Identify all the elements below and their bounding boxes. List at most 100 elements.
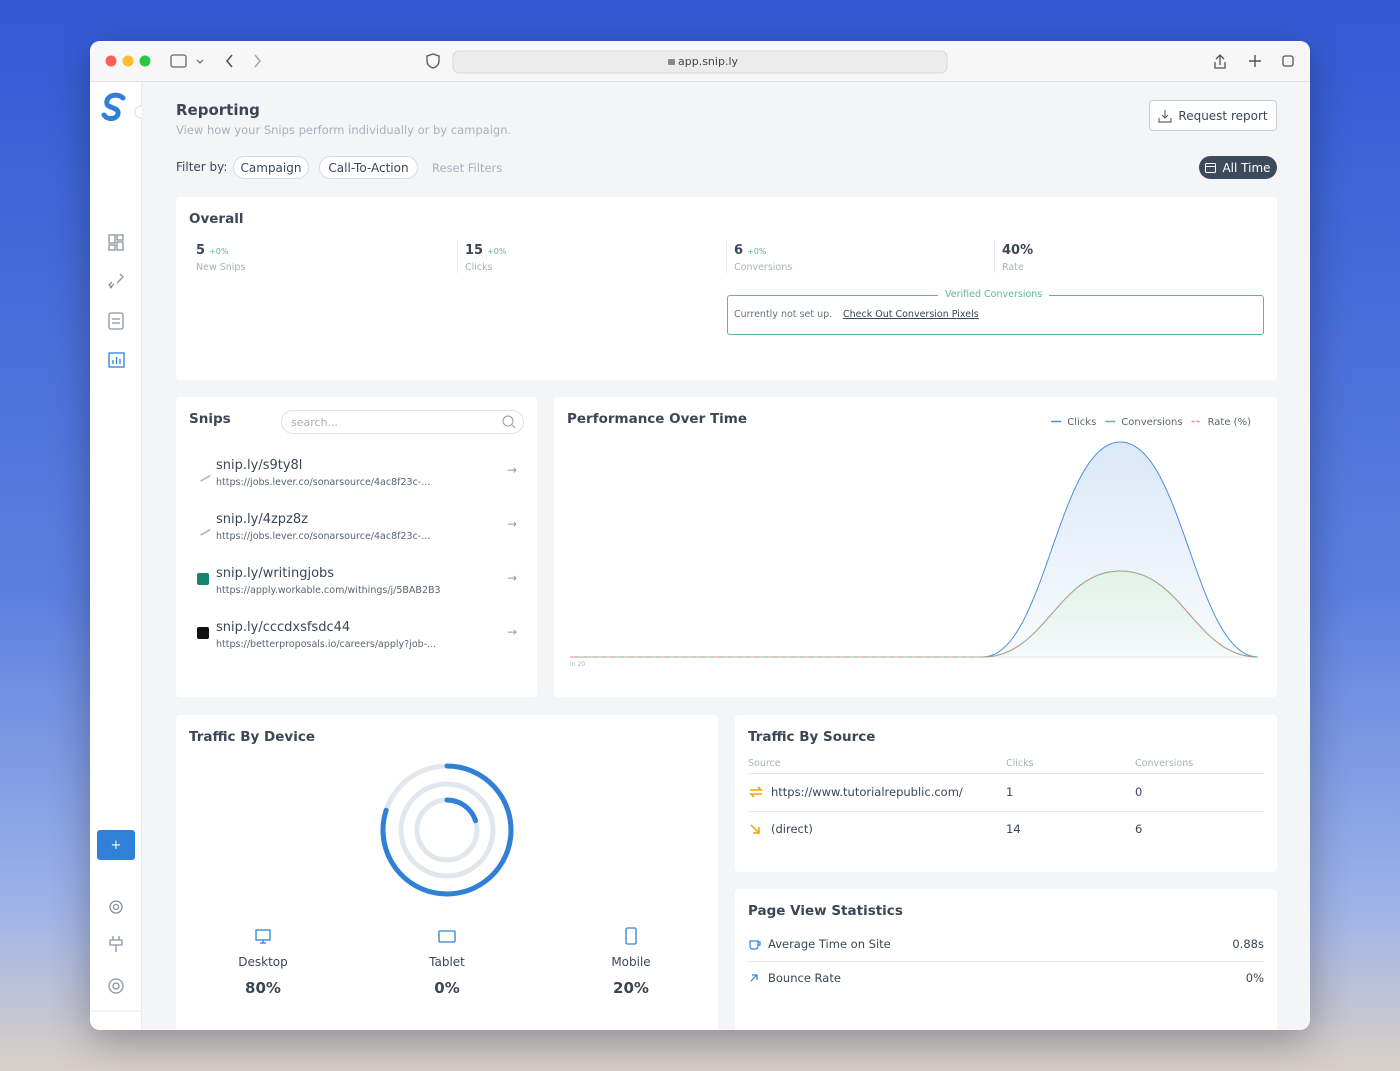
referral-icon	[749, 786, 763, 798]
chart-title: Performance Over Time	[567, 411, 748, 427]
page-view-card: Page View Statistics Average Time on Sit…	[735, 889, 1277, 1030]
conversion-pixels-link[interactable]: Check Out Conversion Pixels	[843, 309, 979, 320]
dashboard-icon[interactable]	[108, 234, 116, 244]
table-rule	[748, 961, 1264, 962]
page-subtitle: View how your Snips perform individually…	[176, 123, 512, 137]
device-icon	[622, 927, 640, 945]
request-report-button[interactable]: Request report	[1149, 100, 1277, 131]
tabs-button[interactable]	[1282, 55, 1294, 67]
device-glyph	[438, 930, 456, 943]
add-button[interactable]: +	[97, 830, 135, 860]
reset-filters[interactable]: Reset Filters	[432, 161, 503, 175]
card-title: Overall	[189, 211, 244, 227]
device-name: Desktop	[238, 955, 288, 969]
snip-arrow: →	[507, 463, 518, 477]
filter-label: Filter by:	[176, 160, 228, 174]
minimize-button[interactable]	[122, 55, 134, 67]
stat-value: 5	[196, 243, 206, 258]
snip-short-url: snip.ly/writingjobs	[216, 566, 335, 581]
stat-value: 15	[465, 243, 484, 258]
snip-arrow: →	[507, 517, 518, 531]
dropdown-icon[interactable]	[196, 59, 204, 64]
device-icon	[438, 927, 456, 945]
share-button[interactable]	[1214, 54, 1226, 69]
card-title: Snips	[189, 411, 231, 427]
bounce-icon	[750, 974, 758, 982]
snip-item[interactable]: snip.ly/4zpz8z https://jobs.lever.co/sona…	[176, 512, 537, 560]
snip-item[interactable]: snip.ly/s9ty8l https://jobs.lever.co/sona…	[176, 458, 537, 506]
ring-arc	[444, 797, 479, 824]
conversions-cell: 0	[1135, 785, 1143, 799]
address-bar[interactable]	[452, 50, 948, 74]
shield-icon[interactable]	[426, 53, 440, 69]
device-name: Tablet	[429, 955, 465, 969]
links-icon[interactable]	[108, 273, 124, 289]
snip-arrow: →	[507, 571, 518, 585]
lock-icon	[668, 59, 675, 65]
stat-value: 6	[734, 243, 744, 258]
logo[interactable]	[101, 92, 126, 122]
legend-label: Rate (%)	[1208, 417, 1252, 428]
snips-card: Snips search... snip.ly/s9ty8l https://jo…	[176, 397, 537, 697]
snip-destination: https://jobs.lever.co/sonarsource/4ac8f2…	[216, 531, 431, 542]
card-title: Page View Statistics	[748, 903, 903, 919]
legend-label: Conversions	[1121, 417, 1182, 428]
zoom-button[interactable]	[139, 55, 151, 67]
stat-label: Clicks	[465, 262, 493, 273]
browser-window: app.snip.ly + T t Reporting View how you…	[90, 41, 1310, 1030]
snip-item[interactable]: snip.ly/writingjobs https://apply.workabl…	[176, 566, 537, 614]
column-header: Clicks	[1006, 758, 1034, 769]
date-range-label: All Time	[1222, 160, 1271, 175]
integrations-icon[interactable]	[109, 936, 123, 952]
device-rings	[380, 763, 514, 897]
ring-arc	[380, 763, 514, 897]
device-value: 0%	[434, 979, 460, 997]
snip-short-url: snip.ly/s9ty8l	[216, 458, 303, 473]
snip-favicon	[194, 519, 212, 537]
source-cell: (direct)	[771, 822, 813, 836]
card-title: Traffic By Device	[189, 729, 315, 745]
help-icon[interactable]	[108, 978, 124, 994]
verified-text: Currently not set up.	[734, 309, 833, 320]
table-rule	[748, 773, 1264, 774]
snip-item[interactable]: snip.ly/cccdxsfsdc44 https://betterpropos…	[176, 620, 537, 668]
sidebar-toggle[interactable]	[170, 54, 187, 68]
pages-icon[interactable]	[108, 312, 124, 330]
device-card: Traffic By Device Desktop 80% Tablet 0% Mobi…	[176, 715, 718, 1030]
close-button[interactable]	[105, 55, 117, 67]
stat-separator	[994, 240, 995, 273]
series-line	[570, 570, 1259, 658]
expand-button[interactable]	[134, 105, 142, 119]
device-glyph	[625, 927, 637, 945]
verified-title: Verified Conversions	[938, 289, 1050, 300]
stat-value-row: 5 +0%	[196, 243, 228, 258]
back-button[interactable]	[225, 54, 233, 68]
stat-change: +0%	[747, 247, 767, 256]
button-label: Request report	[1178, 108, 1268, 123]
stat-label: Average Time on Site	[768, 937, 891, 951]
conversions-cell: 6	[1135, 822, 1143, 836]
url: app.snip.ly	[678, 55, 739, 68]
snip-destination: https://apply.workable.com/withings/j/5B…	[216, 585, 441, 596]
date-range-button[interactable]: All Time	[1199, 156, 1277, 179]
search-box[interactable]	[281, 410, 524, 434]
stat-value-row: 15 +0%	[465, 243, 507, 258]
download-icon	[1158, 109, 1172, 123]
filter-chip[interactable]: Call-To-Action	[319, 156, 418, 179]
stat-label: Rate	[1002, 262, 1024, 273]
forward-button[interactable]	[254, 54, 262, 68]
new-tab-button[interactable]	[1249, 55, 1261, 67]
calendar-icon	[1205, 163, 1217, 173]
stat-separator	[726, 240, 727, 273]
stat-label: New Snips	[196, 262, 246, 273]
settings-icon[interactable]	[109, 900, 123, 914]
filter-chip[interactable]: Campaign	[233, 156, 309, 179]
title-bar: app.snip.ly	[90, 41, 1310, 82]
clicks-cell: 1	[1006, 785, 1014, 799]
area	[570, 571, 1258, 657]
device-glyph	[255, 929, 271, 944]
clicks-cell: 14	[1006, 822, 1021, 836]
reporting-icon[interactable]	[108, 352, 125, 368]
snip-destination: https://betterproposals.io/careers/apply…	[216, 639, 437, 650]
stat-change: +0%	[209, 247, 229, 256]
